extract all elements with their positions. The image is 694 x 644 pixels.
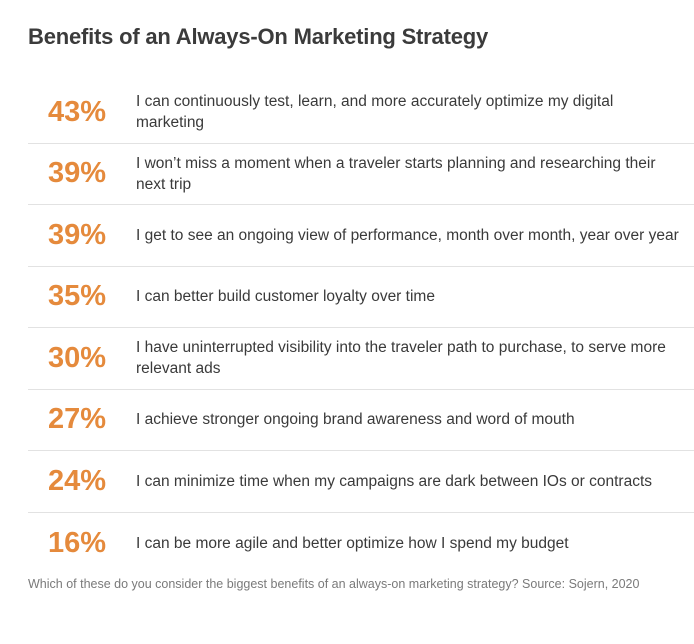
table-row: 39% I won’t miss a moment when a travele… (28, 144, 694, 205)
benefit-label: I get to see an ongoing view of performa… (136, 226, 679, 244)
benefits-table: 43% I can continuously test, learn, and … (28, 82, 694, 574)
percent-value: 39% (48, 218, 107, 251)
percent-value: 30% (48, 341, 107, 374)
table-row: 27% I achieve stronger ongoing brand awa… (28, 390, 694, 451)
table-row: 30% I have uninterrupted visibility into… (28, 328, 694, 390)
table-row: 35% I can better build customer loyalty … (28, 267, 694, 328)
source-caption: Which of these do you consider the bigge… (28, 577, 640, 591)
percent-value: 24% (48, 464, 107, 497)
benefit-label: I can continuously test, learn, and more… (136, 93, 614, 132)
benefit-label: I achieve stronger ongoing brand awarene… (136, 411, 575, 429)
benefit-label: I can minimize time when my campaigns ar… (136, 472, 653, 490)
percent-value: 43% (48, 95, 107, 128)
benefit-label: I can be more agile and better optimize … (136, 534, 569, 552)
percent-value: 16% (48, 526, 107, 559)
table-row: 16% I can be more agile and better optim… (28, 513, 694, 575)
percent-value: 35% (48, 280, 107, 313)
benefit-label: I have uninterrupted visibility into the… (136, 339, 666, 378)
chart-title: Benefits of an Always-On Marketing Strat… (28, 24, 489, 49)
table-row: 39% I get to see an ongoing view of perf… (28, 205, 694, 267)
benefit-label: I won’t miss a moment when a traveler st… (136, 154, 656, 193)
table-row: 43% I can continuously test, learn, and … (28, 82, 694, 144)
percent-value: 39% (48, 157, 107, 190)
table-row: 24% I can minimize time when my campaign… (28, 451, 694, 513)
benefit-label: I can better build customer loyalty over… (136, 288, 435, 306)
percent-value: 27% (48, 403, 107, 436)
